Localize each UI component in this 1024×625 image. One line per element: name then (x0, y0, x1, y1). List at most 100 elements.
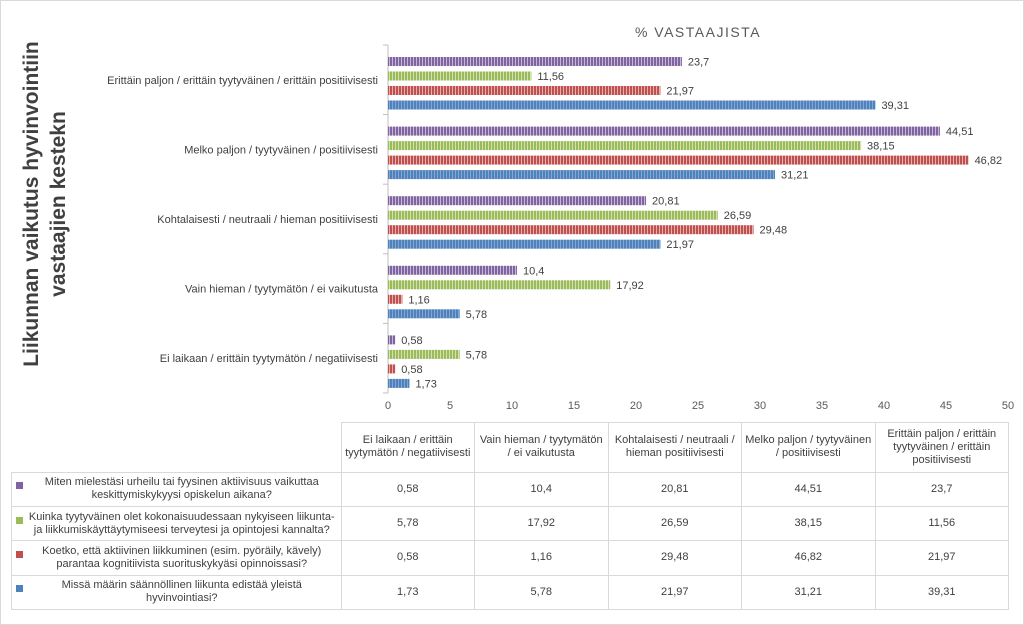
series-name: Miten mielestäsi urheilu tai fyysinen ak… (44, 476, 319, 502)
table-cell: 44,51 (741, 471, 876, 508)
data-label: 21,97 (666, 86, 694, 98)
category-label: Melko paljon / tyytyväinen / positiivise… (184, 144, 378, 156)
table-cell: 5,78 (340, 506, 475, 542)
table-cell: 23,7 (874, 471, 1009, 508)
category-label: Vain hieman / tyytymätön / ei vaikutusta (185, 284, 379, 296)
data-table: Ei laikaan / erittäin tyytymätön / negat… (11, 422, 1009, 611)
data-label: 5,78 (466, 309, 487, 321)
data-label: 39,31 (881, 100, 909, 112)
bar (388, 86, 661, 95)
chart-title: % VASTAAJISTA (634, 24, 762, 40)
bar (388, 294, 403, 304)
data-label: 44,51 (946, 126, 974, 138)
series-name: Missä määrin säännöllinen liikunta edist… (61, 579, 302, 605)
x-tick-label: 35 (816, 400, 828, 412)
x-tick-label: 10 (506, 400, 518, 412)
table-cell: 26,59 (607, 506, 742, 542)
bar (388, 378, 410, 388)
legend-row-label: Kuinka tyytyväinen olet kokonaisuudessaa… (11, 506, 342, 542)
table-cell: 31,21 (741, 574, 876, 611)
legend-key-blue (16, 585, 23, 593)
x-tick-label: 20 (630, 400, 642, 412)
table-header-cell: Erittäin paljon / erittäin tyytyväinen /… (874, 422, 1009, 473)
x-tick-label: 5 (447, 400, 453, 412)
legend-row-label: Koetko, että aktiivinen liikkuminen (esi… (11, 540, 342, 576)
table-header-cell: Vain hieman / tyytymätön / ei vaikutusta (474, 422, 609, 473)
x-tick-label: 15 (568, 400, 580, 412)
series-name: Koetko, että aktiivinen liikkuminen (esi… (42, 544, 322, 570)
data-label: 10,4 (523, 265, 544, 277)
x-tick-label: 40 (878, 400, 890, 412)
table-cell: 1,73 (340, 574, 475, 611)
bar (388, 349, 460, 359)
legend-row-label: Missä määrin säännöllinen liikunta edist… (11, 574, 342, 611)
table-row: Missä määrin säännöllinen liikunta edist… (11, 574, 1009, 611)
bar (388, 155, 969, 165)
data-label: 1,73 (415, 378, 436, 390)
legend-key-green (16, 516, 23, 524)
data-label: 0,58 (401, 335, 422, 347)
table-cell: 39,31 (874, 574, 1009, 611)
table-header-cell: Kohtalaisesti / neutraali / hieman posit… (607, 422, 742, 473)
category-label: Kohtalaisesti / neutraali / hieman posit… (157, 214, 378, 226)
legend-row-label: Miten mielestäsi urheilu tai fyysinen ak… (11, 471, 342, 508)
bar (388, 100, 876, 110)
table-cell: 5,78 (474, 574, 609, 611)
legend-key-red (16, 550, 23, 558)
table-cell: 46,82 (741, 540, 876, 576)
bar (388, 265, 517, 275)
bar (388, 280, 611, 290)
data-label: 11,56 (537, 71, 564, 83)
legend-key-purple (16, 482, 23, 490)
table-header-row: Ei laikaan / erittäin tyytymätön / negat… (11, 422, 1009, 473)
table-cell: 0,58 (340, 540, 475, 576)
data-label: 38,15 (867, 141, 895, 153)
bar (388, 141, 862, 151)
data-label: 26,59 (724, 210, 752, 222)
table-cell: 21,97 (874, 540, 1009, 576)
table-cell: 17,92 (474, 506, 609, 542)
data-label: 5,78 (466, 349, 487, 361)
bar (388, 170, 776, 180)
table-row: Kuinka tyytyväinen olet kokonaisuudessaa… (11, 506, 1009, 542)
data-label: 1,16 (408, 294, 429, 306)
table-cell: 21,97 (607, 574, 742, 611)
table-cell: 29,48 (607, 540, 742, 576)
table-cell: 10,4 (474, 471, 609, 508)
category-label: Erittäin paljon / erittäin tyytyväinen /… (107, 75, 378, 87)
data-label: 0,58 (401, 364, 422, 376)
x-tick-label: 0 (385, 400, 391, 412)
bar (388, 364, 396, 374)
table-cell: 20,81 (607, 471, 742, 508)
table-cell: 0,58 (340, 471, 475, 508)
category-label: Ei laikaan / erittäin tyytymätön / negat… (160, 353, 378, 365)
data-label: 20,81 (652, 196, 680, 208)
table-cell: 11,56 (874, 506, 1009, 542)
data-label: 23,7 (688, 57, 709, 69)
bar (388, 196, 647, 206)
data-label: 31,21 (781, 170, 809, 182)
table-header-cell: Melko paljon / tyytyväinen / positiivise… (741, 422, 876, 473)
x-tick-label: 45 (940, 400, 952, 412)
bar (388, 309, 460, 319)
bar (388, 126, 940, 136)
bar (388, 71, 532, 81)
x-tick-label: 25 (692, 400, 704, 412)
x-tick-label: 50 (1002, 400, 1014, 412)
table-corner (11, 422, 342, 473)
bar (388, 225, 754, 235)
x-tick-label: 30 (754, 400, 766, 412)
table-header-cell: Ei laikaan / erittäin tyytymätön / negat… (340, 422, 475, 473)
bar (388, 210, 718, 220)
table-row: Miten mielestäsi urheilu tai fyysinen ak… (11, 471, 1009, 508)
bar (388, 57, 682, 66)
data-label: 46,82 (975, 155, 1003, 167)
data-label: 17,92 (616, 280, 644, 292)
table-row: Koetko, että aktiivinen liikkuminen (esi… (11, 540, 1009, 576)
bar (388, 239, 661, 249)
bar (388, 335, 396, 345)
table-cell: 1,16 (474, 540, 609, 576)
data-label: 21,97 (666, 239, 694, 251)
table-cell: 38,15 (741, 506, 876, 542)
